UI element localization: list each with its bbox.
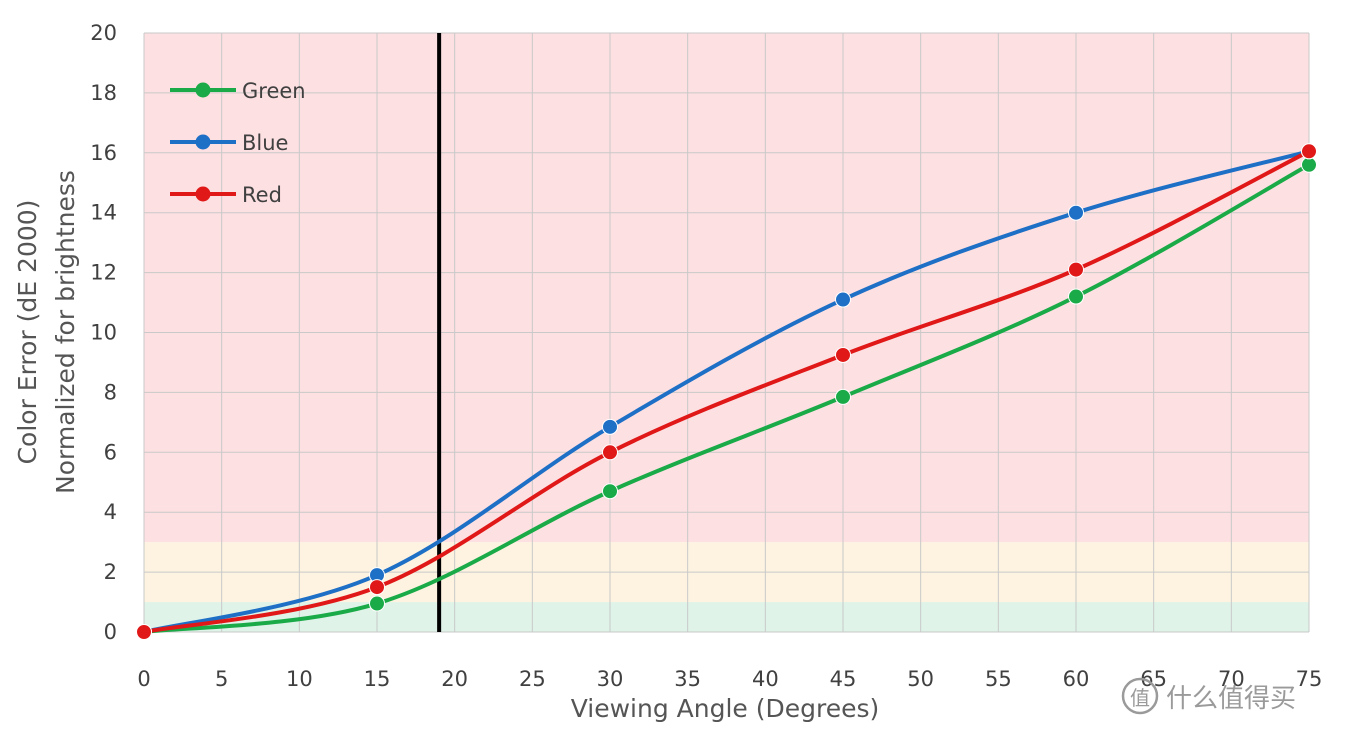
series-line-red	[142, 149, 1311, 634]
x-tick-label: 75	[1296, 667, 1323, 691]
data-point-green	[1301, 156, 1317, 173]
data-point-blue	[835, 291, 851, 308]
data-point-green	[1068, 288, 1084, 305]
legend-label-blue: Blue	[242, 131, 288, 155]
data-point-red	[835, 346, 851, 363]
band-2	[144, 33, 1309, 543]
band-0	[144, 602, 1309, 632]
x-tick-label: 35	[674, 667, 701, 691]
legend: Green Blue Red	[170, 79, 306, 207]
series-line-green	[142, 162, 1311, 634]
x-tick-label: 55	[985, 667, 1012, 691]
x-tick-label: 20	[441, 667, 468, 691]
data-point-red	[369, 579, 385, 596]
x-tick-label: 70	[1218, 667, 1245, 691]
y-axis-title-line2: Normalized for brightness	[51, 170, 80, 494]
data-point-blue	[602, 418, 618, 435]
y-tick-label: 14	[90, 201, 117, 225]
x-tick-label: 45	[830, 667, 857, 691]
data-point-red	[1301, 143, 1317, 160]
data-point-green	[602, 483, 618, 500]
legend-marker-blue	[195, 134, 211, 150]
data-point-red	[602, 444, 618, 461]
x-tick-label: 30	[597, 667, 624, 691]
watermark: 值 什么值得买	[1121, 677, 1296, 715]
y-tick-label: 18	[90, 81, 117, 105]
series-line-blue	[142, 149, 1311, 634]
series-group	[136, 143, 1317, 640]
y-tick-label: 0	[104, 620, 117, 644]
x-tick-label: 15	[364, 667, 391, 691]
watermark-logo-glyph: 值	[1130, 686, 1150, 710]
x-tick-label: 50	[907, 667, 934, 691]
x-tick-label: 5	[215, 667, 228, 691]
y-tick-label: 12	[90, 261, 117, 285]
x-axis-title: Viewing Angle (Degrees)	[571, 694, 880, 723]
watermark-logo-icon	[1121, 677, 1159, 715]
data-point-red	[1068, 261, 1084, 278]
legend-marker-green	[195, 82, 211, 98]
legend-marker-red	[195, 186, 211, 202]
y-axis-title-line1: Color Error (dE 2000)	[13, 200, 42, 465]
y-tick-labels: 0 2 4 6 8 10 12 14 16 18 20	[90, 21, 117, 644]
y-tick-label: 8	[104, 380, 117, 404]
data-point-red	[136, 624, 152, 640]
x-tick-label: 40	[752, 667, 779, 691]
y-tick-label: 10	[90, 321, 117, 345]
x-tick-label: 25	[519, 667, 546, 691]
y-tick-label: 20	[90, 21, 117, 45]
x-tick-label: 10	[286, 667, 313, 691]
legend-label-red: Red	[242, 183, 282, 207]
x-tick-labels: 0 5 10 15 20 25 30 35 40 45 50 55 60 65 70 75	[137, 667, 1322, 691]
legend-label-green: Green	[242, 79, 306, 103]
data-point-green	[835, 388, 851, 405]
data-point-blue	[1068, 204, 1084, 221]
y-tick-label: 4	[104, 500, 117, 524]
x-tick-label: 0	[137, 667, 150, 691]
y-tick-label: 2	[104, 560, 117, 584]
data-point-green	[369, 595, 385, 612]
y-tick-label: 16	[90, 141, 117, 165]
watermark-text: 什么值得买	[1166, 684, 1296, 714]
x-tick-label: 60	[1063, 667, 1090, 691]
y-tick-label: 6	[104, 440, 117, 464]
